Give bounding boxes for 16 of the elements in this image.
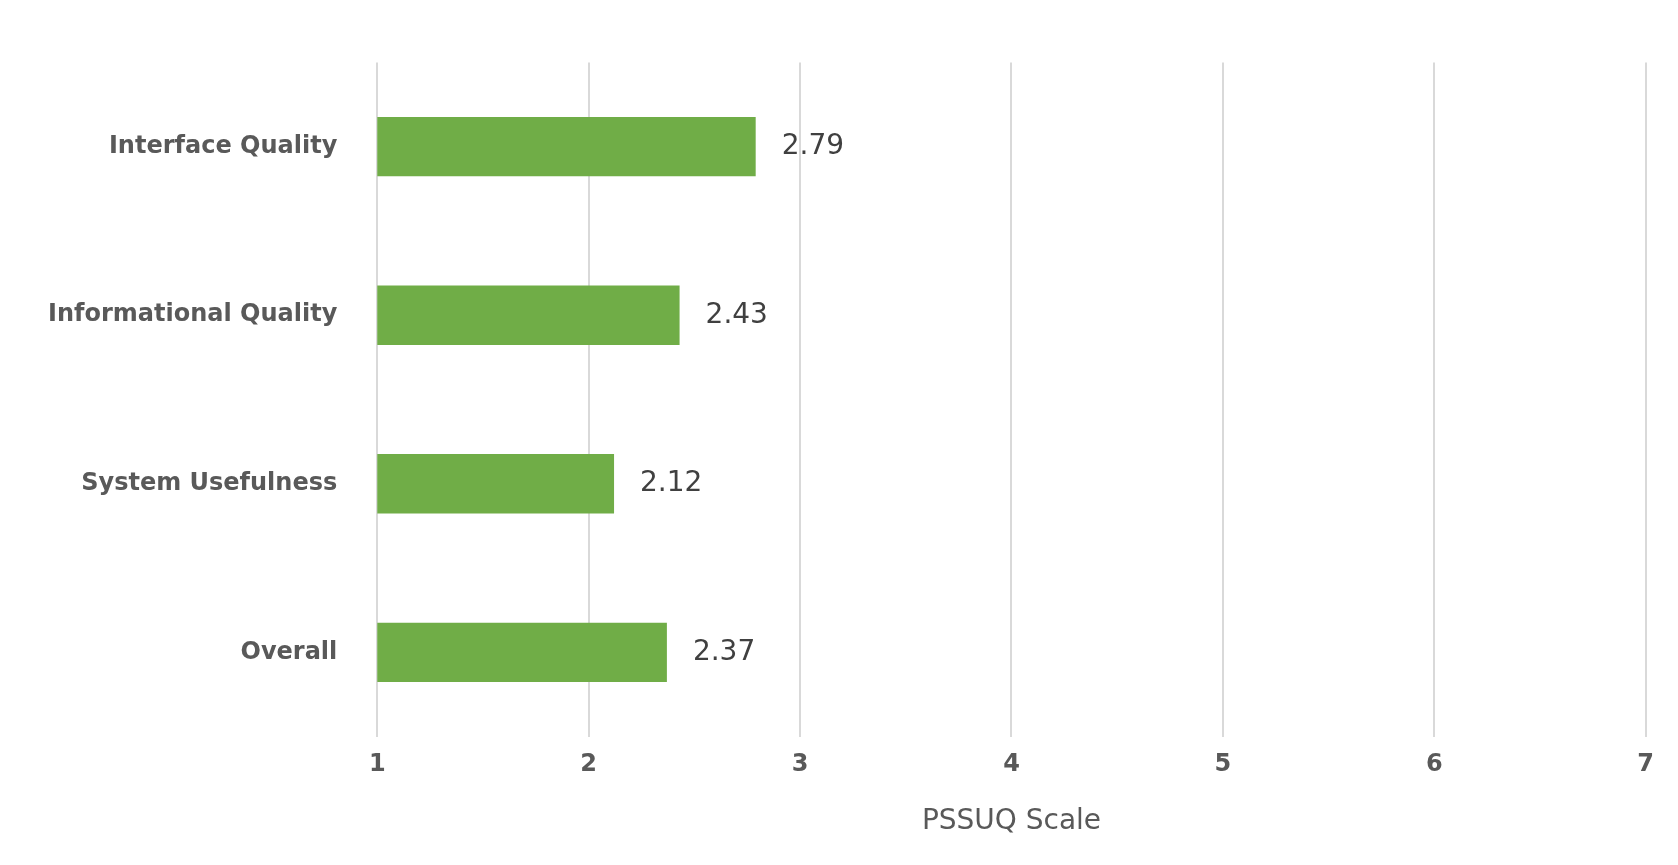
x-tick-label: 1 bbox=[368, 749, 386, 778]
x-tick-label: 2 bbox=[580, 749, 598, 778]
x-axis-title: PSSUQ Scale bbox=[921, 803, 1102, 837]
x-tick-label: 3 bbox=[791, 749, 809, 778]
y-tick-label: System Usefulness bbox=[81, 468, 338, 497]
data-label: 2.43 bbox=[705, 296, 768, 330]
y-tick-label: Informational Quality bbox=[47, 299, 338, 328]
x-tick-label: 7 bbox=[1637, 749, 1654, 778]
y-tick-label: Interface Quality bbox=[108, 130, 338, 159]
y-tick-label: Overall bbox=[240, 636, 338, 665]
data-label: 2.12 bbox=[640, 465, 703, 499]
data-label: 2.37 bbox=[692, 633, 756, 667]
data-label: 2.79 bbox=[781, 127, 845, 161]
x-tick-label: 5 bbox=[1214, 749, 1232, 778]
x-tick-label: 4 bbox=[1003, 749, 1020, 778]
x-tick-label: 6 bbox=[1425, 749, 1443, 778]
